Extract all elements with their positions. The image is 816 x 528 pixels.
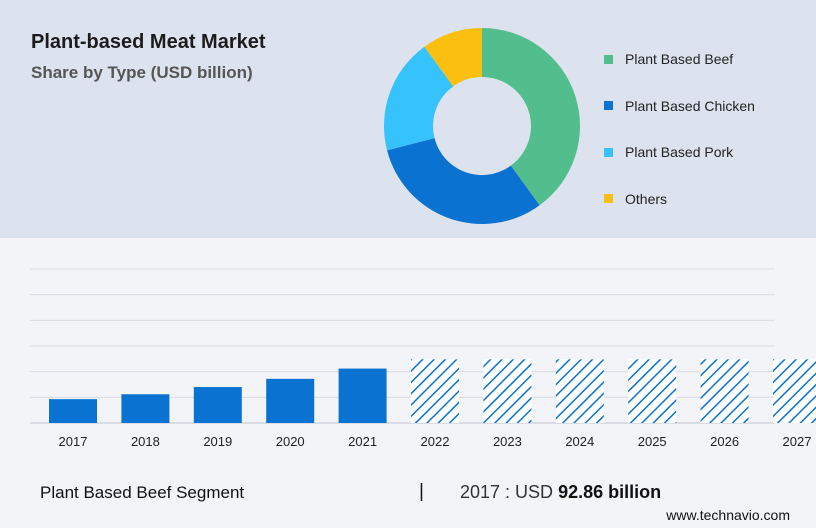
bar-chart: 2017 2018 2019 2020 2021 2022 2023 2024 2025 2026… (30, 268, 816, 449)
forecast-bar (483, 359, 532, 423)
legend-label: Others (625, 190, 668, 207)
x-tick-label: 2026 (710, 434, 739, 449)
donut-chart (384, 28, 580, 224)
chart-title: Plant-based Meat Market (31, 31, 266, 53)
segment-value-prefix: 2017 : USD (460, 482, 554, 502)
legend-item: Others (604, 188, 755, 210)
x-tick-label: 2027 (783, 434, 812, 449)
donut-slice-plant-based-beef (482, 28, 580, 206)
x-tick-label: 2022 (421, 434, 450, 449)
legend-item: Plant Based Beef (604, 48, 755, 70)
legend-item: Plant Based Pork (604, 141, 755, 163)
x-tick-label: 2017 (59, 434, 88, 449)
legend-swatch (604, 54, 613, 64)
forecast-bar (555, 359, 604, 423)
x-tick-label: 2023 (493, 434, 522, 449)
segment-value-amount: 92.86 billion (558, 482, 662, 502)
bar (49, 399, 97, 423)
x-tick-label: 2018 (131, 434, 160, 449)
bar (121, 394, 170, 423)
chart-subtitle: Share by Type (USD billion) (31, 63, 253, 82)
legend-label: Plant Based Pork (625, 144, 734, 160)
footer-divider: | (419, 481, 424, 502)
x-tick-label: 2021 (348, 434, 377, 449)
donut-slice-others (424, 28, 482, 87)
forecast-bar (773, 359, 816, 423)
x-tick-label: 2020 (276, 434, 305, 449)
segment-label: Plant Based Beef Segment (40, 483, 245, 502)
bar (193, 387, 242, 423)
legend-item: Plant Based Chicken (604, 95, 755, 117)
donut-slice-plant-based-chicken (387, 138, 540, 224)
legend-label: Plant Based Chicken (625, 97, 755, 114)
source-url: www.technavio.com (666, 507, 790, 523)
forecast-bar (411, 359, 459, 423)
x-tick-label: 2019 (203, 434, 232, 449)
legend-swatch (604, 194, 613, 203)
bar-panel (0, 238, 816, 528)
bar (338, 368, 387, 423)
forecast-bar (628, 359, 677, 423)
legend-label: Plant Based Beef (625, 51, 734, 67)
donut-slice-plant-based-pork (384, 46, 454, 151)
legend-swatch (604, 147, 613, 157)
forecast-bar (700, 359, 749, 423)
legend: Plant Based Beef Plant Based Chicken Plant… (604, 48, 755, 234)
legend-swatch (604, 101, 613, 110)
bar (266, 378, 315, 423)
x-tick-label: 2025 (638, 434, 667, 449)
x-tick-label: 2024 (565, 434, 594, 449)
segment-value: 2017 : USD 92.86 billion (460, 482, 661, 503)
